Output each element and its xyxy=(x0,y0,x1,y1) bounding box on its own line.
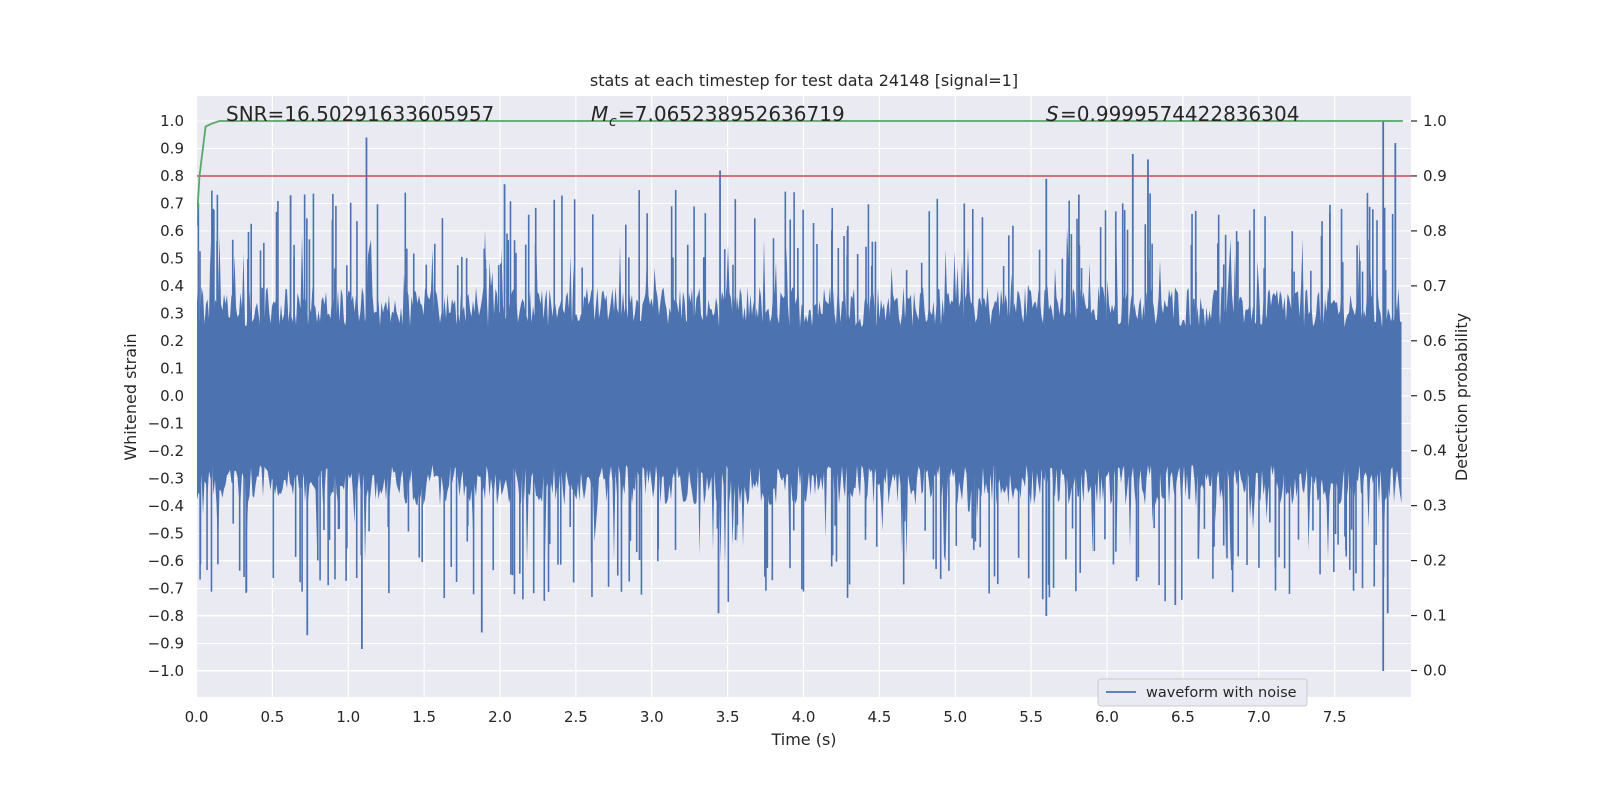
left-y-tick-label: 1.0 xyxy=(160,112,184,130)
x-tick-label: 6.5 xyxy=(1171,708,1195,726)
x-axis-label: Time (s) xyxy=(770,730,836,749)
right-y-tick-label: 0.0 xyxy=(1423,662,1447,680)
x-tick-label: 7.0 xyxy=(1247,708,1271,726)
mc-annotation: M c =7.065238952636719 xyxy=(591,102,845,130)
left-y-tick-label: −0.4 xyxy=(148,497,184,515)
right-y-tick-label: 0.4 xyxy=(1423,442,1447,460)
x-tick-label: 3.5 xyxy=(716,708,740,726)
right-y-tick-label: 0.2 xyxy=(1423,552,1447,570)
x-tick-label: 5.5 xyxy=(1019,708,1043,726)
left-y-tick-label: −0.1 xyxy=(148,415,184,433)
left-y-tick-label: −0.8 xyxy=(148,607,184,625)
right-y-axis-label: Detection probability xyxy=(1452,313,1471,481)
chart-title: stats at each timestep for test data 241… xyxy=(590,71,1018,90)
right-y-axis-ticks: 1.0 0.9 0.8 0.7 0.6 0.5 0.4 0.3 0.2 0.1 0.0 xyxy=(1411,112,1447,680)
right-y-tick-label: 0.8 xyxy=(1423,222,1447,240)
x-tick-label: 7.5 xyxy=(1323,708,1347,726)
right-y-tick-label: 0.5 xyxy=(1423,387,1447,405)
s-value: =0.9999574422836304 xyxy=(1060,102,1299,126)
x-tick-label: 2.5 xyxy=(564,708,588,726)
left-y-tick-label: 0.1 xyxy=(160,360,184,378)
left-y-tick-label: 0.9 xyxy=(160,140,184,158)
right-y-tick-label: 0.9 xyxy=(1423,167,1447,185)
s-symbol: S xyxy=(1046,102,1059,126)
x-tick-label: 3.0 xyxy=(640,708,664,726)
left-y-tick-label: −0.7 xyxy=(148,580,184,598)
mc-symbol: M xyxy=(591,102,608,126)
legend-entry-waveform: waveform with noise xyxy=(1146,685,1297,701)
left-y-tick-label: −0.6 xyxy=(148,552,184,570)
right-y-tick-label: 0.3 xyxy=(1423,497,1447,515)
mc-value: =7.065238952636719 xyxy=(618,102,845,126)
legend-box xyxy=(1097,678,1308,707)
left-y-tick-label: 0.4 xyxy=(160,277,184,295)
left-y-tick-label: −0.3 xyxy=(148,470,184,488)
x-tick-label: 0.0 xyxy=(185,708,209,726)
left-y-axis-label: Whitened strain xyxy=(121,333,140,460)
x-tick-label: 2.0 xyxy=(488,708,512,726)
left-y-tick-label: 0.3 xyxy=(160,305,184,323)
left-y-axis-ticks: 1.0 0.9 0.8 0.7 0.6 0.5 0.4 0.3 0.2 0.1 0.0 −0.1 −0.… xyxy=(148,112,184,680)
x-tick-label: 1.0 xyxy=(336,708,360,726)
right-y-tick-label: 0.6 xyxy=(1423,332,1447,350)
right-y-tick-label: 0.7 xyxy=(1423,277,1447,295)
x-tick-label: 1.5 xyxy=(412,708,436,726)
mc-subscript: c xyxy=(609,114,617,130)
x-axis-ticks: 0.0 0.5 1.0 1.5 2.0 2.5 3.0 3.5 4.0 4.5 5.0 5.5 6.0 6… xyxy=(185,708,1347,726)
legend: waveform with noise xyxy=(1097,678,1308,707)
right-y-tick-label: 0.1 xyxy=(1423,607,1447,625)
x-tick-label: 4.0 xyxy=(792,708,816,726)
left-y-tick-label: 0.5 xyxy=(160,250,184,268)
left-y-tick-label: −0.9 xyxy=(148,635,184,653)
left-y-tick-label: 0.2 xyxy=(160,332,184,350)
left-y-tick-label: 0.8 xyxy=(160,167,184,185)
x-tick-label: 6.0 xyxy=(1095,708,1119,726)
right-y-tick-label: 1.0 xyxy=(1423,112,1447,130)
x-tick-label: 0.5 xyxy=(260,708,284,726)
detection-probability-line xyxy=(197,120,1403,226)
left-y-tick-label: 0.6 xyxy=(160,222,184,240)
left-y-tick-label: −0.5 xyxy=(148,525,184,543)
x-tick-label: 4.5 xyxy=(867,708,891,726)
left-y-tick-label: −1.0 xyxy=(148,662,184,680)
left-y-tick-label: 0.0 xyxy=(160,387,184,405)
snr-annotation: SNR=16.50291633605957 xyxy=(226,102,494,126)
left-y-tick-label: 0.7 xyxy=(160,195,184,213)
s-annotation: S =0.9999574422836304 xyxy=(1046,102,1299,126)
waveform-spikes xyxy=(197,121,1397,671)
x-tick-label: 5.0 xyxy=(943,708,967,726)
left-y-tick-label: −0.2 xyxy=(148,442,184,460)
